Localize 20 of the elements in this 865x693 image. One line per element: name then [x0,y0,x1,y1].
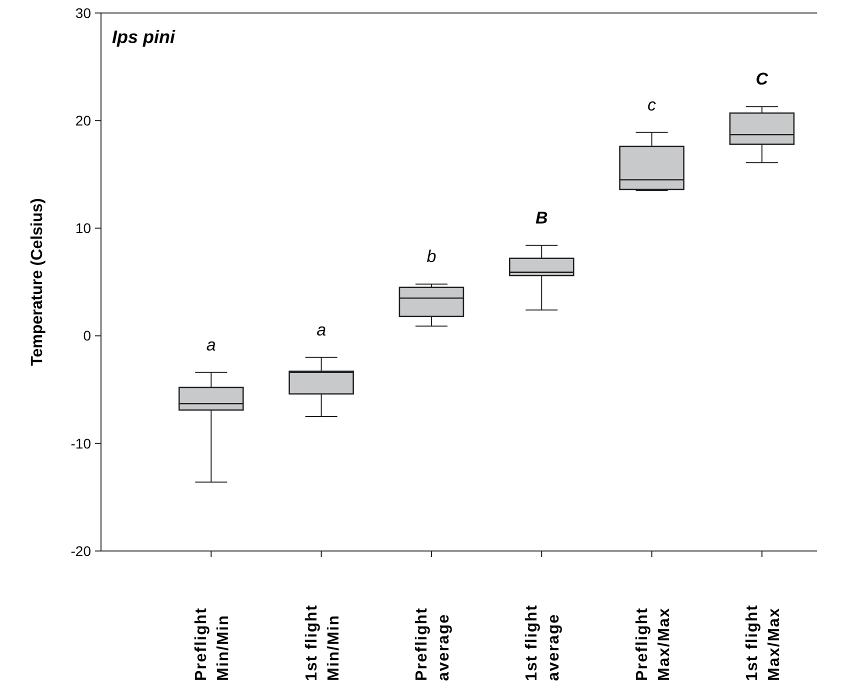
x-tick-label: 1st flight average [524,604,563,681]
x-tick-label: Preflight Max/Max [634,607,673,681]
x-tick-label: Preflight average [413,607,452,681]
y-axis-title: Temperature (Celsius) [29,198,46,366]
y-tick-label: -10 [70,435,92,452]
x-tick-label: 1st flight Max/Max [744,604,783,681]
x-tick-label: Preflight Min/Min [193,607,232,681]
annotation: b [426,247,436,266]
y-tick-label: 0 [83,328,92,344]
annotation: a [206,335,216,354]
annotation: C [756,70,769,89]
y-tick-label: 10 [75,220,92,236]
y-tick-label: 20 [75,112,92,128]
y-tick-label: 30 [75,4,92,21]
x-tick-label: 1st flight Min/Min [303,604,342,681]
y-tick-label: -20 [70,542,92,559]
annotation: c [648,95,657,114]
text: Ips pini [112,27,176,47]
annotation: a [316,320,326,340]
annotation: B [535,208,548,228]
